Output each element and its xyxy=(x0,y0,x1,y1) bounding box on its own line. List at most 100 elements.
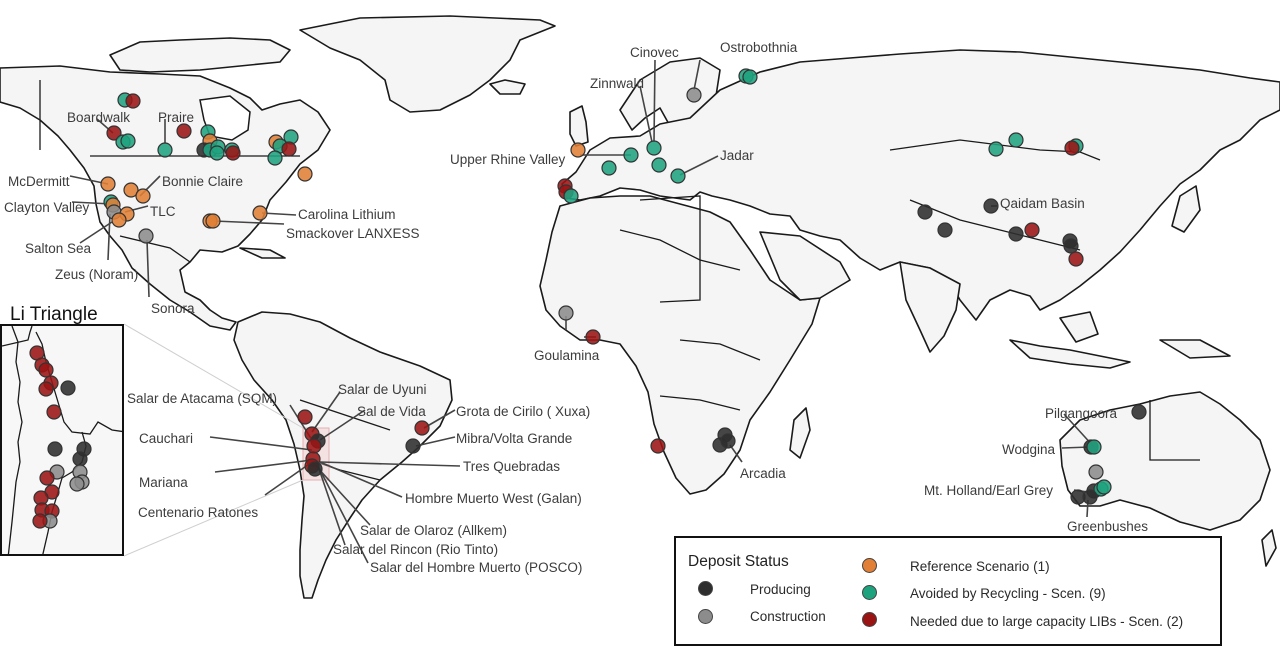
inset-title: Li Triangle xyxy=(10,304,98,325)
deposit-marker-large_lib xyxy=(176,123,192,139)
deposit-marker-large_lib xyxy=(414,420,430,436)
deposit-label: Smackover LANXESS xyxy=(286,226,420,241)
deposit-marker-large_lib xyxy=(39,470,55,486)
deposit-marker-large_lib xyxy=(1024,222,1040,238)
deposit-marker-large_lib xyxy=(32,513,48,529)
north-america xyxy=(0,65,331,331)
deposit-label: Praire xyxy=(158,110,195,125)
reference-swatch-icon xyxy=(862,558,877,573)
deposit-marker-construction xyxy=(138,228,154,244)
deposit-label: Boardwalk xyxy=(67,110,131,125)
leader-line xyxy=(415,436,456,447)
deposit-marker-large_lib xyxy=(306,438,322,454)
deposit-label: McDermitt xyxy=(8,174,70,189)
deposit-label: Grota de Cirilo ( Xuxa) xyxy=(456,404,591,419)
deposit-marker-reference xyxy=(297,166,313,182)
deposit-marker-producing xyxy=(72,451,88,467)
deposit-label: Mariana xyxy=(139,475,188,490)
deposit-marker-construction xyxy=(1088,464,1104,480)
leader-line xyxy=(319,409,366,441)
deposit-marker-producing xyxy=(937,222,953,238)
inset-deposit-markers xyxy=(29,345,92,529)
leader-line xyxy=(319,461,403,498)
deposit-marker-recycling xyxy=(563,188,579,204)
leader-line xyxy=(679,155,719,176)
british-isles xyxy=(569,105,589,147)
deposit-marker-reference xyxy=(252,205,268,221)
leader-line xyxy=(311,391,341,433)
deposit-label: Sonora xyxy=(151,301,195,316)
leader-line xyxy=(261,212,297,216)
deposit-marker-recycling xyxy=(670,168,686,184)
leader-line xyxy=(639,85,653,143)
deposit-label: Qaidam Basin xyxy=(1000,196,1085,211)
legend-large-lib: Needed due to large capacity LIBs - Scen… xyxy=(910,614,1184,629)
deposit-marker-recycling xyxy=(120,133,136,149)
deposit-marker-producing xyxy=(1131,404,1147,420)
leader-line xyxy=(209,436,313,451)
deposit-label: Wodgina xyxy=(1002,442,1056,457)
deposit-marker-reference xyxy=(100,176,116,192)
india xyxy=(899,261,961,353)
bolivia-border xyxy=(35,331,122,435)
deposit-label: Salar del Rincon (Rio Tinto) xyxy=(333,542,499,557)
deposit-label: Zinnwald xyxy=(590,76,645,91)
leader-line xyxy=(317,465,346,546)
deposit-label: Tres Quebradas xyxy=(463,459,561,474)
deposit-marker-large_lib xyxy=(125,93,141,109)
deposit-marker-recycling xyxy=(267,150,283,166)
deposit-marker-recycling xyxy=(623,147,639,163)
deposit-marker-large_lib xyxy=(650,438,666,454)
iceland xyxy=(489,79,526,95)
leader-line xyxy=(423,409,456,429)
cuba xyxy=(239,247,286,259)
leader-line xyxy=(317,465,369,564)
deposit-marker-large_lib xyxy=(106,125,122,141)
leader-line xyxy=(79,221,113,244)
deposit-marker-recycling xyxy=(157,142,173,158)
deposit-label: Salar de Olaroz (Allkem) xyxy=(360,523,508,538)
japan xyxy=(1171,185,1201,233)
greenland xyxy=(299,15,556,113)
leader-line xyxy=(107,213,111,261)
deposit-marker-producing xyxy=(720,433,736,449)
indonesia xyxy=(1009,339,1131,369)
deposit-marker-recycling xyxy=(646,140,662,156)
deposit-label: Carolina Lithium xyxy=(298,207,396,222)
deposit-marker-large_lib xyxy=(297,409,313,425)
deposit-marker-reference xyxy=(205,213,221,229)
deposit-label: Salar del Hombre Muerto (POSCO) xyxy=(370,560,583,575)
deposit-marker-large_lib xyxy=(1064,140,1080,156)
africa xyxy=(539,195,821,495)
deposit-marker-construction xyxy=(69,476,85,492)
deposit-label: Upper Rhine Valley xyxy=(450,152,566,167)
inset-connector-bottom xyxy=(123,479,304,557)
deposit-marker-producing xyxy=(1082,489,1098,505)
deposit-marker-producing xyxy=(983,198,999,214)
land-masses xyxy=(0,15,1280,599)
deposit-marker-large_lib xyxy=(38,362,54,378)
borneo xyxy=(1059,311,1099,343)
deposit-marker-producing xyxy=(307,461,323,477)
deposit-label: Pilgangoora xyxy=(1045,406,1118,421)
legend-construction: Construction xyxy=(750,609,826,624)
deposit-label: Clayton Valley xyxy=(4,200,90,215)
deposit-marker-recycling xyxy=(742,69,758,85)
large-lib-swatch-icon xyxy=(862,612,877,627)
deposit-label: Sal de Vida xyxy=(357,404,426,419)
deposit-label: Salar de Atacama (SQM) xyxy=(127,391,278,406)
leader-line xyxy=(213,220,285,225)
deposit-label: Bonnie Claire xyxy=(162,174,244,189)
li-triangle-inset xyxy=(0,324,124,556)
deposit-marker-large_lib xyxy=(225,145,241,161)
deposit-label: Mibra/Volta Grande xyxy=(456,431,573,446)
arctic-islands xyxy=(109,37,291,73)
deposit-marker-reference xyxy=(111,212,127,228)
legend-reference: Reference Scenario (1) xyxy=(910,559,1050,574)
deposit-marker-reference xyxy=(135,188,151,204)
deposit-label: Hombre Muerto West (Galan) xyxy=(405,491,582,506)
leader-line xyxy=(653,59,656,143)
deposit-marker-recycling xyxy=(1086,439,1102,455)
new-guinea xyxy=(1159,339,1231,359)
